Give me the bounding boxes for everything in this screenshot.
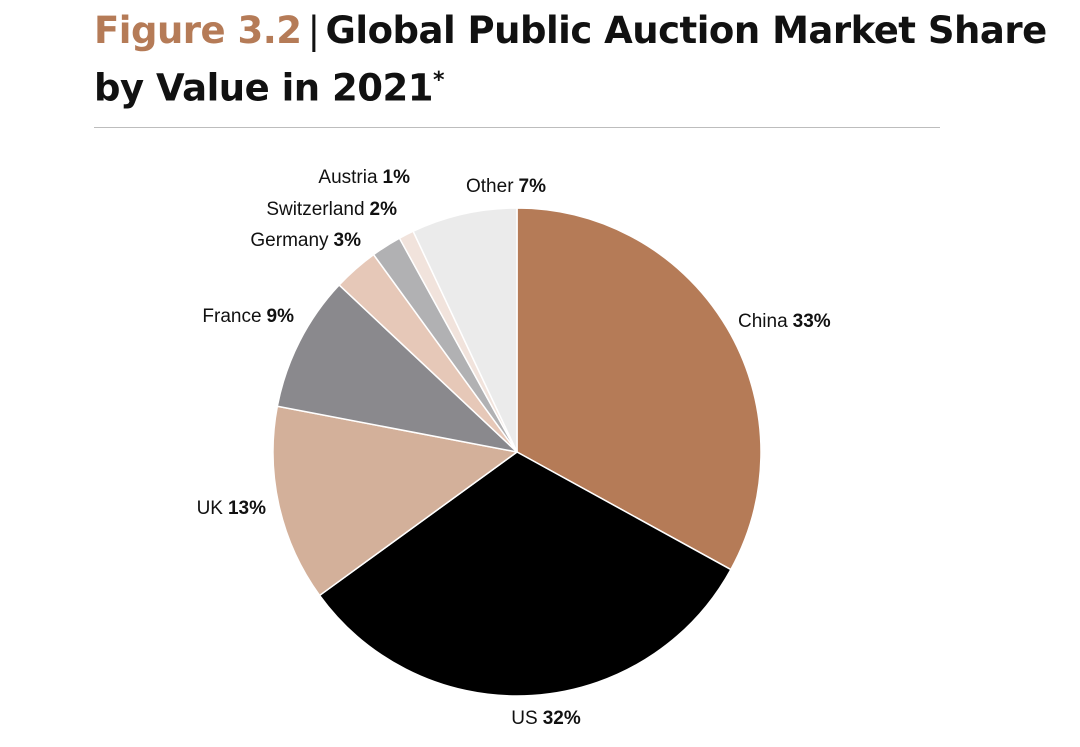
slice-label-percent: 9% <box>267 306 295 327</box>
slice-label-name: Other <box>466 176 514 197</box>
slice-label-name: Switzerland <box>266 199 364 220</box>
slice-label-china: China 33% <box>738 311 831 332</box>
slice-label-name: Austria <box>318 167 378 188</box>
title-divider <box>94 127 940 128</box>
title-separator: | <box>307 9 320 52</box>
footnote-mark: * <box>432 68 445 93</box>
slice-label-name: China <box>738 311 788 332</box>
pie-labels: China 33% US 32% UK 13% France 9% Germany 3% Switz… <box>197 167 831 729</box>
slice-label-germany: Germany 3% <box>250 230 361 251</box>
figure-label: Figure 3.2 <box>94 9 302 52</box>
title-text-line-1: Global Public Auction Market Share <box>325 9 1048 52</box>
pie-slice-china <box>516 207 762 571</box>
slice-label-france: France 9% <box>202 306 294 327</box>
figure-title-line-2: by Value in 2021* <box>94 56 954 113</box>
slice-label-uk: UK 13% <box>197 498 267 519</box>
pie-slice-uk <box>272 405 518 597</box>
title-text-line-2: by Value in 2021 <box>94 66 433 110</box>
slice-label-switzerland: Switzerland 2% <box>266 199 397 220</box>
pie-slice-other <box>412 207 518 453</box>
slice-label-austria: Austria 1% <box>318 167 410 188</box>
slice-label-percent: 1% <box>383 167 411 188</box>
slice-label-name: Germany <box>250 230 329 251</box>
pie-slices <box>272 207 762 697</box>
slice-label-name: US <box>511 708 537 729</box>
slice-label-percent: 2% <box>370 199 398 220</box>
slice-label-percent: 33% <box>793 311 831 332</box>
figure-title-line-1: Figure 3.2 | Global Public Auction Market … <box>94 6 1047 56</box>
pie-slice-us <box>318 451 732 697</box>
slice-label-other: Other 7% <box>466 176 546 197</box>
slice-label-name: UK <box>197 498 224 519</box>
figure-title: Figure 3.2 | Global Public Auction Market … <box>94 6 1047 113</box>
pie-slice-france <box>276 284 518 453</box>
slice-label-percent: 32% <box>543 708 581 729</box>
slice-label-us: US 32% <box>511 708 581 729</box>
slice-label-name: France <box>202 306 261 327</box>
slice-label-percent: 13% <box>228 498 266 519</box>
slice-label-percent: 7% <box>519 176 547 197</box>
slice-label-percent: 3% <box>334 230 362 251</box>
